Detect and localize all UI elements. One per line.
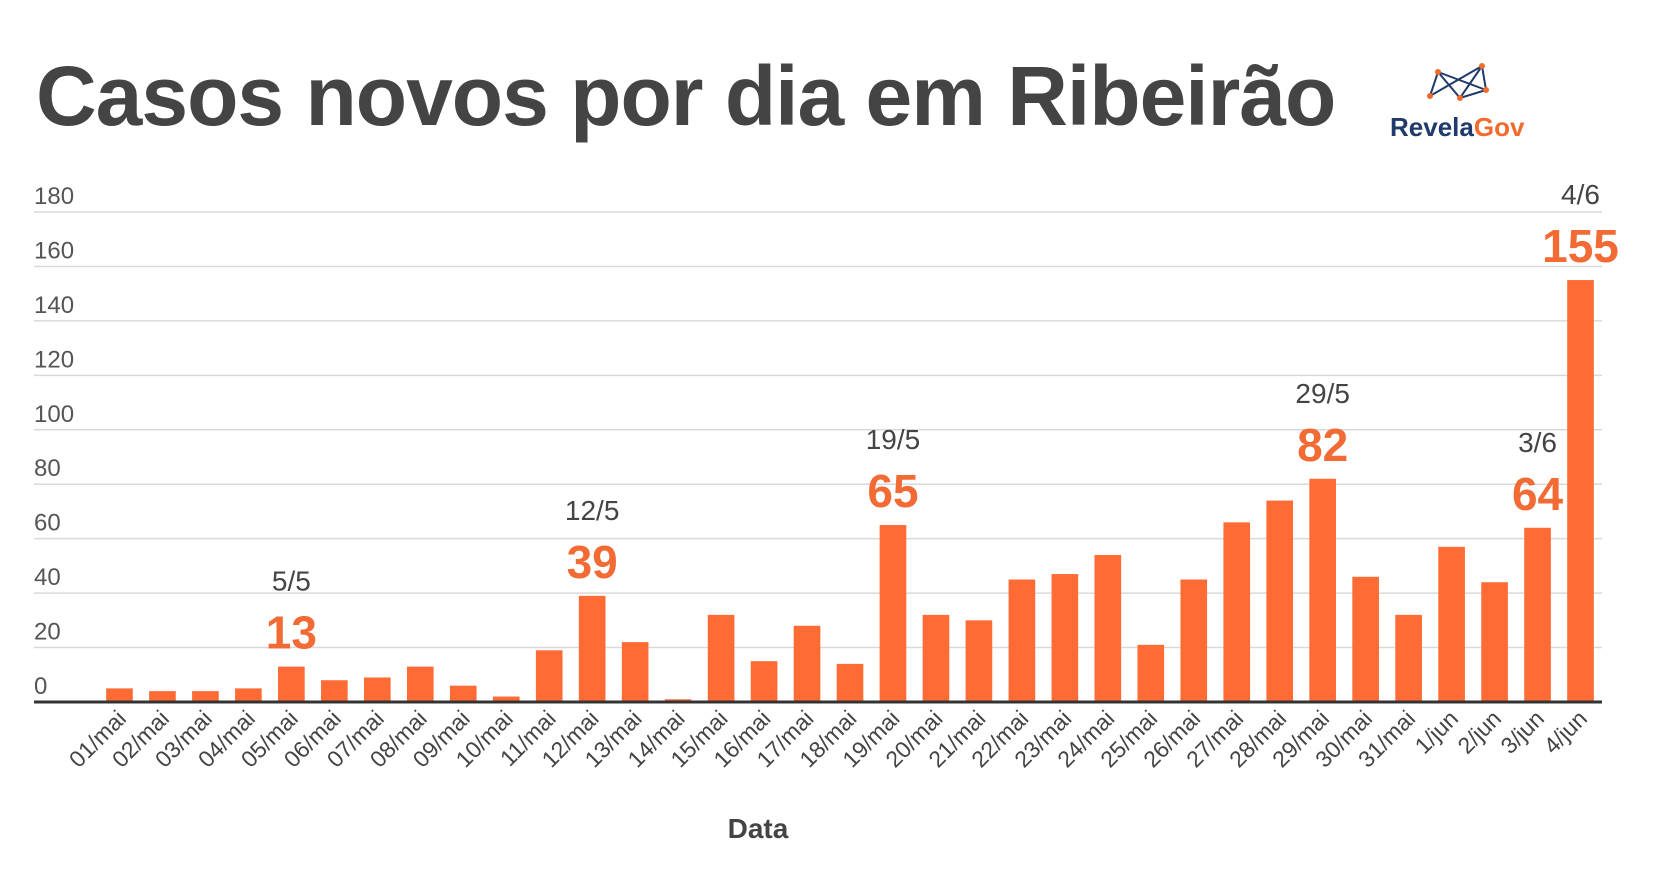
bar [1567,280,1594,702]
bar [1524,527,1551,702]
revelagov-logo: RevelaGov [1390,60,1550,150]
bar [1180,579,1208,702]
bar [750,661,778,702]
logo-text-part1: Revela [1390,112,1474,142]
data-label-date: 12/5 [565,495,620,526]
data-label-value: 39 [567,536,618,588]
x-tick-label: 3/jun [1495,705,1549,759]
bar [492,696,520,702]
bar [278,666,305,702]
data-label-value: 65 [867,465,918,517]
bar [1008,579,1036,702]
y-tick-label: 140 [34,292,74,319]
bar [1094,555,1122,702]
bar [235,688,262,702]
x-tick-label: 2/jun [1452,705,1506,759]
bar [922,614,950,702]
data-label-date: 5/5 [272,566,311,597]
bar [1395,614,1422,702]
bar [621,642,649,702]
bar [836,663,864,702]
bar [1481,582,1508,702]
data-label-value: 82 [1297,419,1348,471]
data-label-value: 13 [266,607,317,659]
logo-text-part2: Gov [1473,112,1525,142]
data-label-date: 4/6 [1561,179,1600,210]
y-tick-label: 20 [34,619,61,646]
bar [1438,546,1465,702]
y-tick-label: 180 [34,183,74,210]
y-tick-label: 80 [34,455,61,482]
data-label-date: 29/5 [1295,378,1350,409]
network-logo-icon [1427,63,1490,101]
data-label-date: 3/6 [1518,427,1557,458]
bar [449,685,477,702]
bar [192,691,219,702]
bar [879,525,907,702]
bar [321,680,348,702]
y-tick-label: 160 [34,237,74,264]
y-tick-label: 40 [34,564,61,591]
bar [1051,574,1079,702]
bar [1352,576,1379,702]
bar [707,614,735,702]
logo-text: RevelaGov [1390,112,1524,143]
y-tick-label: 0 [34,673,47,700]
bar [1309,478,1337,702]
bar [149,691,176,702]
x-tick-label: 4/jun [1538,705,1592,759]
data-label-date: 19/5 [866,424,921,455]
bar [965,620,993,702]
data-label-value: 155 [1542,220,1619,272]
y-tick-label: 120 [34,346,74,373]
x-axis-label: Data [728,813,789,844]
bar [793,625,821,702]
bar [406,666,434,702]
bar [1137,644,1165,702]
y-tick-label: 100 [34,401,74,428]
data-label-value: 64 [1512,468,1564,520]
bar [363,677,391,702]
chart-title: Casos novos por dia em Ribeirão [36,49,1336,143]
bar [106,688,133,702]
bar [578,595,606,702]
y-tick-label: 60 [34,510,61,537]
bar [535,650,563,702]
x-tick-label: 1/jun [1409,705,1463,759]
bar [1266,500,1294,702]
bar [1223,522,1251,702]
